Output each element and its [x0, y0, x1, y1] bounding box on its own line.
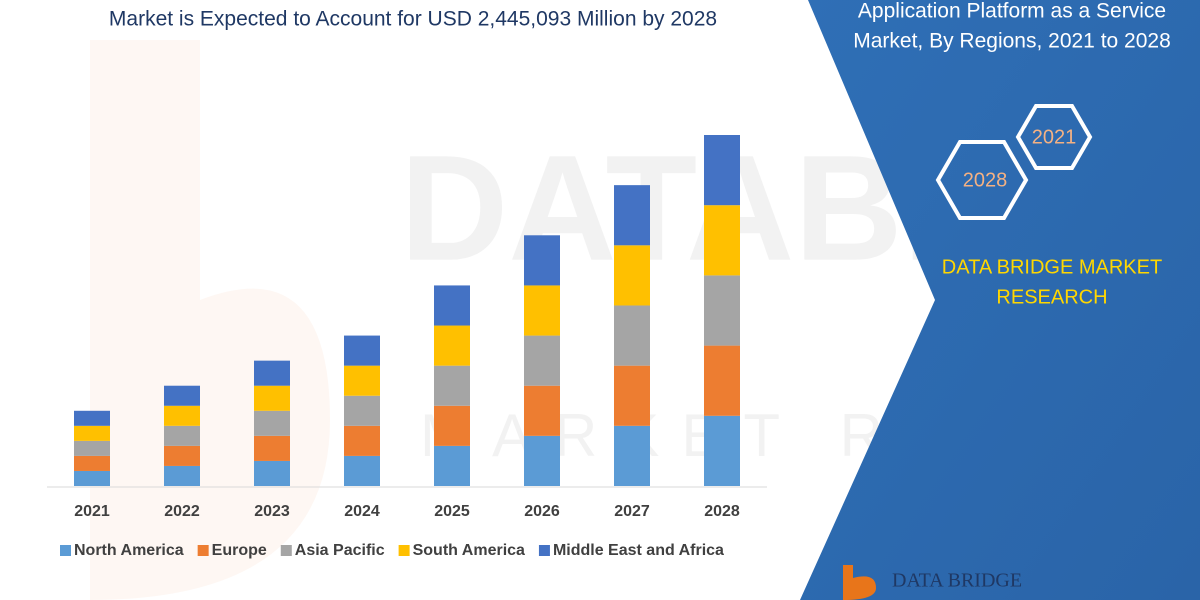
- legend-label: Asia Pacific: [295, 542, 385, 559]
- bar-segment: [254, 435, 290, 461]
- legend-label: Middle East and Africa: [553, 542, 724, 559]
- bar-segment: [614, 185, 650, 246]
- bar-segment: [344, 335, 380, 366]
- bar-segment: [164, 445, 200, 466]
- bar-segment: [164, 405, 200, 426]
- bar-segment: [704, 135, 740, 206]
- bar-segment: [164, 385, 200, 406]
- x-tick-label: 2026: [524, 503, 560, 520]
- legend-label: Europe: [212, 542, 267, 559]
- bar-segment: [434, 405, 470, 446]
- legend-swatch: [197, 545, 209, 556]
- x-tick-label: 2021: [74, 503, 110, 520]
- hexagon: [1015, 104, 1093, 170]
- bar-segment: [704, 275, 740, 346]
- bar-segment: [524, 235, 560, 286]
- x-tick-label: 2023: [254, 503, 290, 520]
- bar-segment: [164, 425, 200, 446]
- x-tick-label: 2024: [344, 503, 380, 520]
- legend-swatch: [538, 545, 550, 556]
- bar-segment: [614, 305, 650, 366]
- bar-segment: [344, 425, 380, 456]
- bar-segment: [74, 470, 110, 486]
- bar-segment: [254, 410, 290, 436]
- bar-segment: [434, 365, 470, 406]
- bar-segment: [704, 415, 740, 486]
- bar-segment: [524, 335, 560, 386]
- x-tick-label: 2028: [704, 503, 740, 520]
- bar-segment: [524, 435, 560, 486]
- bar-segment: [254, 385, 290, 411]
- side-panel: [800, 0, 1200, 600]
- legend-swatch: [60, 545, 71, 556]
- bar-segment: [524, 385, 560, 436]
- bar-segment: [74, 410, 110, 426]
- bar-segment: [614, 245, 650, 306]
- x-tick-label: 2027: [614, 503, 650, 520]
- plot: 2021 2022 2023 2024 2025 2026 2027 2028 North Am…: [60, 135, 740, 559]
- bar-segment: [434, 325, 470, 366]
- legend-label: South America: [413, 542, 525, 559]
- panel-title: Market, By Regions, 2021 to 2028: [853, 30, 1171, 53]
- bar-segment: [524, 285, 560, 336]
- bar-segment: [434, 285, 470, 326]
- legend-swatch: [280, 545, 292, 556]
- bar-segment: [704, 345, 740, 416]
- legend-label: North America: [74, 542, 184, 559]
- bar-segment: [614, 365, 650, 426]
- bar-segment: [344, 395, 380, 426]
- bar-segment: [254, 460, 290, 486]
- legend-swatch: [398, 545, 410, 556]
- hexagon: [935, 140, 1029, 220]
- bar-segment: [614, 425, 650, 486]
- bar-segment: [434, 445, 470, 486]
- hexagon-label: 2021: [1032, 126, 1077, 148]
- chart-title: Market is Expected to Account for USD 2,…: [109, 8, 717, 31]
- x-tick-label: 2022: [164, 503, 200, 520]
- logo-text: DATA BRIDGE: [892, 570, 1022, 592]
- logo-icon: [843, 565, 876, 600]
- bar-segment: [344, 455, 380, 486]
- panel-title: Application Platform as a Service: [858, 0, 1166, 23]
- brand-text: RESEARCH: [996, 286, 1107, 308]
- bar-segment: [164, 465, 200, 486]
- hexagon-label: 2028: [963, 169, 1008, 191]
- x-tick-label: 2025: [434, 503, 470, 520]
- bar-segment: [74, 425, 110, 441]
- brand-text: DATA BRIDGE MARKET: [942, 256, 1162, 278]
- bar-segment: [74, 440, 110, 456]
- bar-segment: [344, 365, 380, 396]
- bar-segment: [254, 360, 290, 386]
- bar-segment: [704, 205, 740, 276]
- bar-segment: [74, 455, 110, 471]
